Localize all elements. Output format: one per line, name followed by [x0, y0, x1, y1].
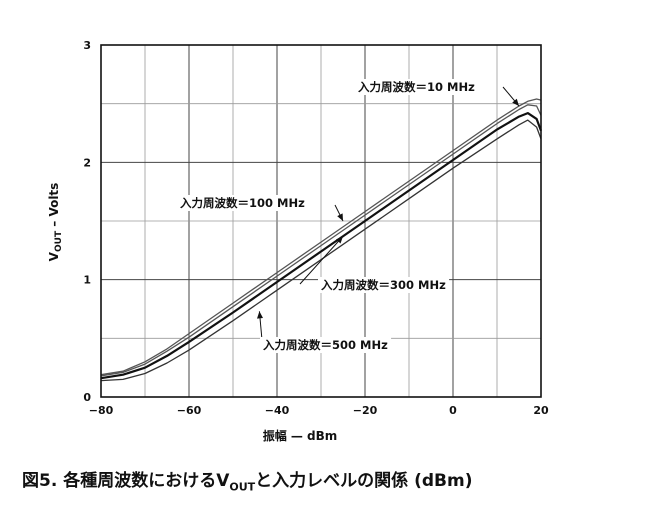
annotation-label: 入力周波数＝300 MHz — [321, 278, 446, 292]
x-axis-label: 振幅 — dBm — [263, 428, 338, 443]
series-line — [100, 98, 542, 376]
annotation-label-bg — [260, 337, 392, 353]
annotation-label-bg — [177, 195, 309, 211]
x-tick-label: −80 — [89, 404, 114, 417]
series-line — [100, 119, 542, 382]
annotation-label: 入力周波数＝100 MHz — [180, 196, 305, 210]
annotation-label: 入力周波数＝500 MHz — [263, 338, 388, 352]
figure-caption: 図5. 各種周波数におけるVOUTと入力レベルの関係 (dBm) — [22, 466, 622, 493]
chart-ticks: −80 −60 −40 −20 0 20 0 1 2 3 — [83, 39, 549, 417]
annotation-label: 入力周波数＝10 MHz — [358, 80, 475, 94]
caption-suffix: と入力レベルの関係 (dBm) — [255, 471, 473, 491]
annotation-leader — [299, 235, 344, 285]
annotation-arrowhead — [337, 213, 343, 221]
series-line — [100, 111, 543, 380]
x-tick-label: −60 — [177, 404, 202, 417]
y-axis-label-main: V — [47, 251, 61, 261]
y-axis-label: VOUT – Volts — [47, 183, 64, 262]
annotation-label-bg — [355, 79, 479, 95]
y-axis-label-sub: OUT — [54, 230, 64, 252]
y-tick-label: 0 — [83, 391, 91, 404]
chart-annotations: 入力周波数＝10 MHz 入力周波数＝100 MHz 入力周波数＝300 MHz 入力… — [177, 79, 520, 353]
annotation-arrowhead — [257, 311, 263, 319]
y-tick-label: 1 — [83, 274, 91, 287]
annotation-label-bg — [318, 277, 450, 293]
series-line — [100, 104, 542, 377]
plot-frame — [100, 44, 542, 398]
y-axis-label-rest: – Volts — [47, 183, 61, 231]
caption-sub: OUT — [229, 480, 256, 494]
x-tick-label: −40 — [265, 404, 290, 417]
x-tick-label: −20 — [353, 404, 378, 417]
x-tick-label: 0 — [449, 404, 457, 417]
annotation-arrowhead — [336, 236, 343, 244]
y-tick-label: 2 — [83, 156, 91, 169]
annotation-arrowhead — [512, 98, 519, 106]
y-tick-label: 3 — [83, 39, 91, 52]
chart-series — [100, 98, 543, 382]
x-tick-label: 20 — [533, 404, 549, 417]
caption-prefix: 図5. 各種周波数におけるV — [22, 471, 230, 491]
